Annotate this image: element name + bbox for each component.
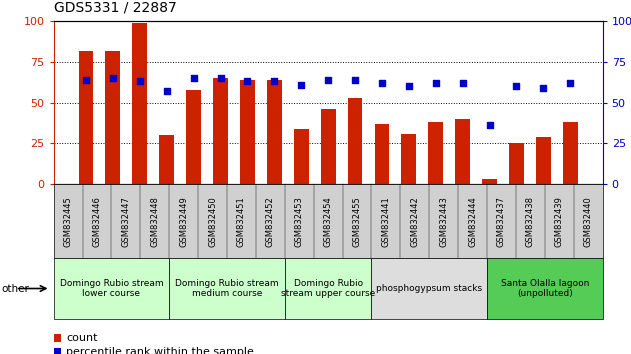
Point xyxy=(135,79,145,84)
Bar xyxy=(213,78,228,184)
Bar xyxy=(267,80,281,184)
Bar xyxy=(186,90,201,184)
Text: Domingo Rubio stream
medium course: Domingo Rubio stream medium course xyxy=(175,279,279,298)
Point xyxy=(377,80,387,86)
Point xyxy=(323,77,333,83)
Bar xyxy=(536,137,551,184)
Text: percentile rank within the sample: percentile rank within the sample xyxy=(66,347,254,354)
Text: count: count xyxy=(66,333,98,343)
Text: other: other xyxy=(1,284,29,293)
Point xyxy=(485,122,495,128)
Text: GSM832438: GSM832438 xyxy=(526,196,535,247)
Point xyxy=(215,75,225,81)
Bar xyxy=(348,98,362,184)
Text: GSM832450: GSM832450 xyxy=(208,196,217,247)
Text: GSM832449: GSM832449 xyxy=(179,196,188,247)
Point xyxy=(296,82,306,87)
Point xyxy=(81,77,91,83)
Text: GSM832451: GSM832451 xyxy=(237,196,246,247)
Text: GDS5331 / 22887: GDS5331 / 22887 xyxy=(54,0,177,14)
Text: Santa Olalla lagoon
(unpolluted): Santa Olalla lagoon (unpolluted) xyxy=(500,279,589,298)
Bar xyxy=(159,135,174,184)
Point xyxy=(162,88,172,94)
Text: GSM832444: GSM832444 xyxy=(468,196,477,247)
Bar xyxy=(294,129,309,184)
Bar xyxy=(375,124,389,184)
Text: GSM832441: GSM832441 xyxy=(381,196,391,247)
Text: GSM832448: GSM832448 xyxy=(150,196,159,247)
Text: Domingo Rubio
stream upper course: Domingo Rubio stream upper course xyxy=(281,279,375,298)
Bar xyxy=(321,109,336,184)
Text: GSM832447: GSM832447 xyxy=(121,196,131,247)
Text: GSM832437: GSM832437 xyxy=(497,196,506,247)
Text: GSM832455: GSM832455 xyxy=(353,196,362,247)
Bar xyxy=(563,122,577,184)
Text: GSM832453: GSM832453 xyxy=(295,196,304,247)
Point xyxy=(538,85,548,91)
Point xyxy=(269,79,280,84)
Bar xyxy=(79,51,93,184)
Text: GSM832454: GSM832454 xyxy=(324,196,333,247)
Point xyxy=(457,80,468,86)
Text: GSM832445: GSM832445 xyxy=(64,196,73,247)
Bar xyxy=(105,51,121,184)
Text: GSM832440: GSM832440 xyxy=(584,196,593,247)
Point xyxy=(431,80,441,86)
Point xyxy=(108,75,118,81)
Bar xyxy=(509,143,524,184)
Point xyxy=(189,75,199,81)
Text: GSM832439: GSM832439 xyxy=(555,196,563,247)
Text: GSM832446: GSM832446 xyxy=(93,196,102,247)
Bar xyxy=(455,119,470,184)
Point xyxy=(565,80,575,86)
Text: Domingo Rubio stream
lower course: Domingo Rubio stream lower course xyxy=(59,279,163,298)
Bar xyxy=(482,179,497,184)
Text: phosphogypsum stacks: phosphogypsum stacks xyxy=(376,284,482,293)
Point xyxy=(404,84,414,89)
Text: GSM832443: GSM832443 xyxy=(439,196,448,247)
Point xyxy=(242,79,252,84)
Bar xyxy=(240,80,255,184)
Bar xyxy=(133,23,147,184)
Bar xyxy=(428,122,443,184)
Point xyxy=(350,77,360,83)
Point xyxy=(511,84,521,89)
Text: GSM832442: GSM832442 xyxy=(410,196,419,247)
Text: GSM832452: GSM832452 xyxy=(266,196,275,247)
Bar xyxy=(401,133,416,184)
